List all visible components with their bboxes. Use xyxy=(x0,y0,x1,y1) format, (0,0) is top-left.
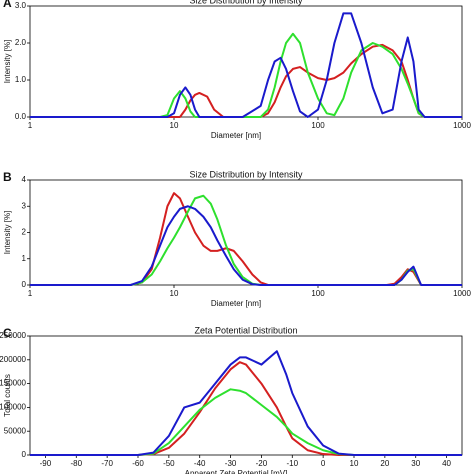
plot-frame xyxy=(29,179,463,286)
x-tick-label: 1 xyxy=(28,289,33,298)
x-tick-label: -10 xyxy=(287,459,299,468)
y-tick-label: 3.0 xyxy=(15,1,27,10)
y-tick-label: 1 xyxy=(22,254,27,263)
x-tick-label: -50 xyxy=(163,459,175,468)
x-tick-label: 30 xyxy=(411,459,420,468)
y-tick-label: 200000 xyxy=(0,355,27,364)
series-line xyxy=(30,350,462,456)
series-line xyxy=(30,32,462,118)
x-tick-label: 100 xyxy=(311,289,325,298)
x-tick-label: -40 xyxy=(194,459,206,468)
series-line xyxy=(30,12,462,118)
y-axis-label: Total counts xyxy=(3,374,12,417)
x-axis-label: Diameter [nm] xyxy=(211,299,261,308)
panel-label: C xyxy=(3,326,12,340)
series-line xyxy=(30,192,462,286)
y-axis-label: Intensity [%] xyxy=(3,40,12,84)
x-tick-label: 10 xyxy=(170,121,179,130)
series-line xyxy=(30,361,462,456)
series-line xyxy=(30,194,462,286)
chart-title: Size Distribution by Intensity xyxy=(189,0,303,5)
x-tick-label: 10 xyxy=(350,459,359,468)
y-tick-label: 2 xyxy=(22,228,27,237)
x-tick-label: 1 xyxy=(28,121,33,130)
y-tick-label: 3 xyxy=(22,201,27,210)
x-tick-label: 10 xyxy=(170,289,179,298)
chart-title: Zeta Potential Distribution xyxy=(194,325,297,335)
x-tick-label: -90 xyxy=(40,459,52,468)
y-tick-label: 150000 xyxy=(0,379,27,388)
plot-frame xyxy=(29,335,463,456)
x-tick-label: -30 xyxy=(225,459,237,468)
x-tick-label: 20 xyxy=(380,459,389,468)
chart-title: Size Distribution by Intensity xyxy=(189,169,303,179)
x-tick-label: 0 xyxy=(321,459,326,468)
y-tick-label: 0.0 xyxy=(15,112,27,121)
y-tick-label: 1.0 xyxy=(15,75,27,84)
x-axis-label: Apparent Zeta Potential [mV] xyxy=(185,469,288,474)
y-axis-label: Intensity [%] xyxy=(3,211,12,255)
panel-label: A xyxy=(3,0,12,10)
x-tick-label: 1000 xyxy=(453,289,471,298)
y-tick-label: 250000 xyxy=(0,331,27,340)
y-tick-label: 0 xyxy=(22,450,27,459)
y-tick-label: 100000 xyxy=(0,403,27,412)
y-tick-label: 0 xyxy=(22,280,27,289)
series-line xyxy=(30,205,462,286)
x-axis-label: Diameter [nm] xyxy=(211,131,261,140)
x-tick-label: -60 xyxy=(132,459,144,468)
x-tick-label: -70 xyxy=(101,459,113,468)
x-tick-label: 40 xyxy=(442,459,451,468)
x-tick-label: -20 xyxy=(256,459,268,468)
panel-label: B xyxy=(3,170,12,184)
x-tick-label: -80 xyxy=(71,459,83,468)
y-tick-label: 50000 xyxy=(4,426,27,435)
x-tick-label: 100 xyxy=(311,121,325,130)
series-line xyxy=(30,43,462,118)
y-tick-label: 4 xyxy=(22,175,27,184)
series-line xyxy=(30,388,462,456)
x-tick-label: 1000 xyxy=(453,121,471,130)
y-tick-label: 2.0 xyxy=(15,38,27,47)
